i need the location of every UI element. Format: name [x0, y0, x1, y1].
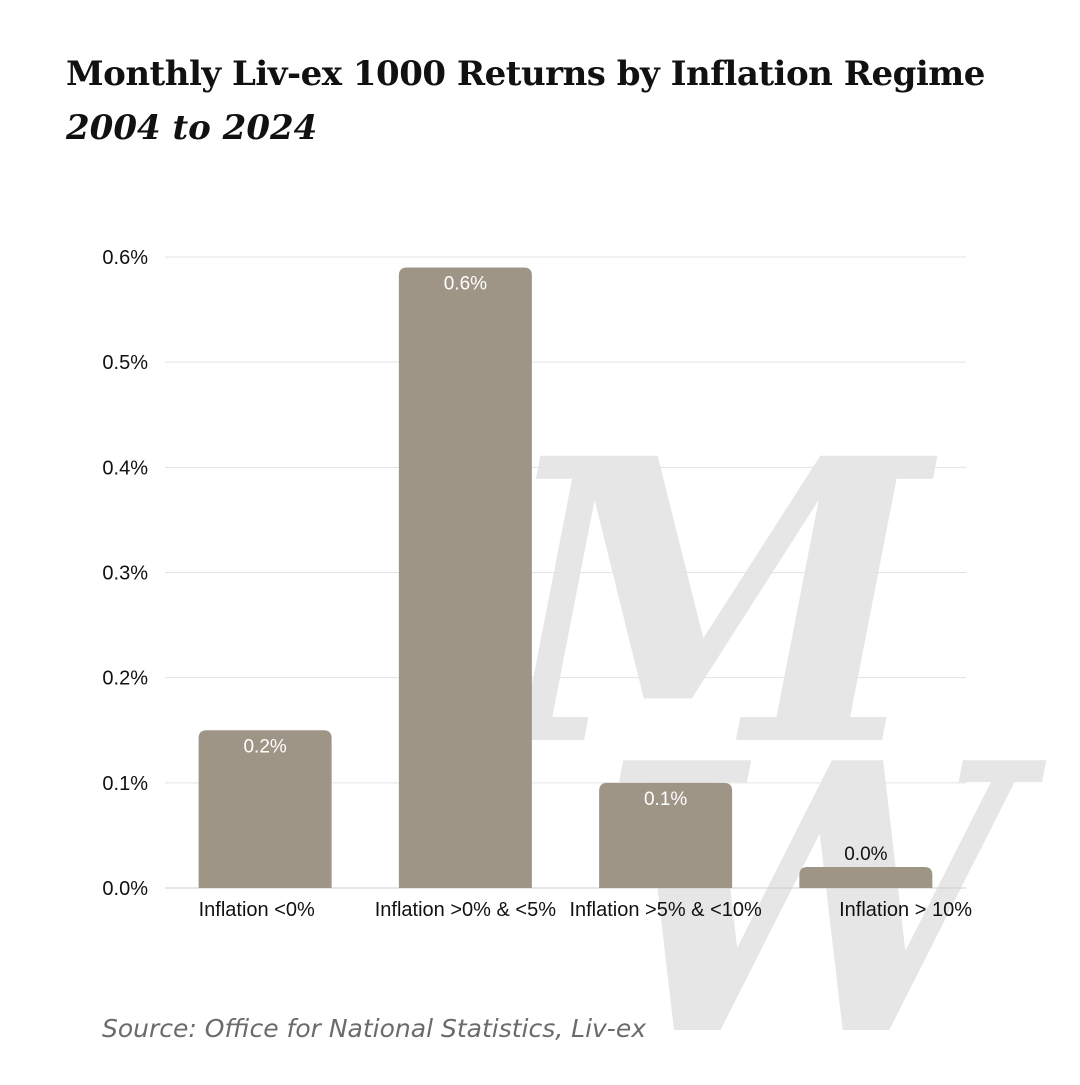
watermark-logo: M W	[484, 374, 1051, 1085]
bar	[398, 267, 532, 888]
y-tick-label: 0.6%	[102, 247, 148, 269]
y-axis-tick-labels: 0.0% 0.1% 0.2% 0.3% 0.4% 0.5% 0.6%	[102, 247, 148, 900]
x-tick-label: Inflation > 10%	[839, 899, 972, 921]
chart-title: Monthly Liv-ex 1000 Returns by Inflation…	[66, 54, 985, 94]
bar	[799, 866, 933, 888]
y-tick-label: 0.1%	[102, 773, 148, 795]
x-tick-label: Inflation >5% & <10%	[569, 899, 762, 921]
x-axis-tick-labels: Inflation <0% Inflation >0% & <5% Inflatio…	[199, 899, 973, 921]
bar	[599, 782, 733, 888]
watermark-letter-m: M	[484, 374, 941, 832]
source-note: Source: Office for National Statistics, …	[102, 1014, 647, 1043]
bar-data-label: 0.6%	[444, 274, 487, 295]
x-tick-label: Inflation >0% & <5%	[375, 899, 556, 921]
bars	[198, 267, 933, 888]
y-tick-label: 0.2%	[102, 668, 148, 690]
x-tick-label: Inflation <0%	[199, 899, 315, 921]
chart-subtitle: 2004 to 2024	[66, 108, 318, 148]
bar	[198, 730, 332, 888]
data-labels: 0.2% 0.6% 0.1% 0.0%	[243, 274, 887, 865]
y-tick-label: 0.5%	[102, 352, 148, 374]
y-tick-label: 0.3%	[102, 563, 148, 585]
bar-data-label: 0.1%	[644, 789, 687, 810]
y-tick-label: 0.4%	[102, 457, 148, 479]
y-tick-label: 0.0%	[102, 878, 148, 900]
bar-data-label: 0.0%	[844, 844, 887, 865]
bar-data-label: 0.2%	[243, 736, 286, 757]
